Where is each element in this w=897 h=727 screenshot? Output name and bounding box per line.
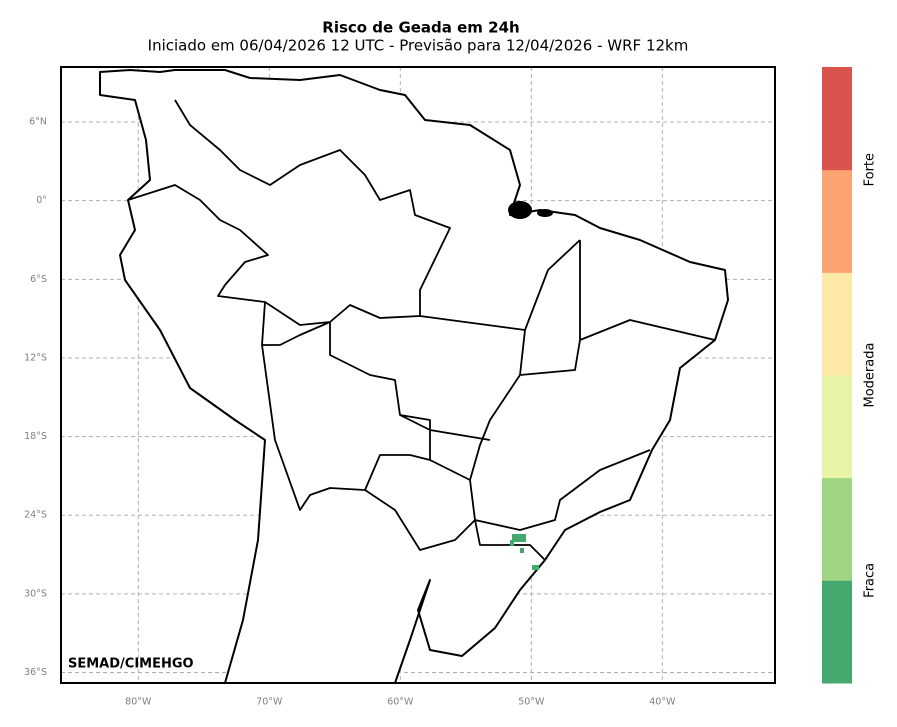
y-tick-label: 36°S — [24, 667, 47, 678]
colorbar-segment — [822, 67, 852, 171]
colorbar-segment — [822, 272, 852, 376]
colorbar-label: Moderada — [863, 343, 878, 408]
x-tick-label: 70°W — [256, 697, 283, 708]
colorbar-segment — [822, 477, 852, 581]
y-tick-label: 18°S — [24, 431, 47, 442]
y-tick-label: 6°S — [30, 274, 47, 285]
y-tick-label: 6°N — [29, 117, 47, 128]
colorbar: Fraca Moderada Forte — [822, 67, 878, 684]
x-tick-label: 80°W — [125, 697, 152, 708]
colorbar-label: Fraca — [863, 563, 878, 598]
map-frame — [60, 66, 776, 684]
y-tick-label: 12°S — [24, 352, 47, 363]
subtitle: Iniciado em 06/04/2026 12 UTC - Previsão… — [148, 37, 689, 55]
colorbar-segment — [822, 375, 852, 479]
y-tick-label: 24°S — [24, 510, 47, 521]
map — [99, 69, 729, 683]
y-tick-label: 0° — [36, 195, 47, 206]
title: Risco de Geada em 24h — [322, 19, 519, 37]
colorbar-label: Forte — [863, 153, 878, 186]
x-tick-label: 40°W — [649, 697, 676, 708]
frost-areas — [510, 534, 539, 570]
south-america — [99, 69, 729, 683]
y-tick-label: 30°S — [24, 588, 47, 599]
x-tick-label: 50°W — [518, 697, 545, 708]
amazon-delta — [508, 201, 553, 219]
x-tick-label: 60°W — [387, 697, 414, 708]
colorbar-segment — [822, 169, 852, 273]
colorbar-segment — [822, 580, 852, 684]
borders — [127, 99, 716, 561]
credit: SEMAD/CIMEHGO — [68, 657, 194, 672]
